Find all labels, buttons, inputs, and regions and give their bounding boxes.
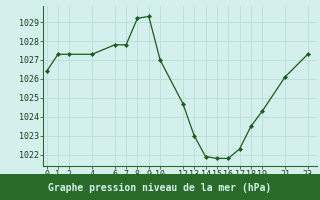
- Text: Graphe pression niveau de la mer (hPa): Graphe pression niveau de la mer (hPa): [48, 183, 272, 193]
